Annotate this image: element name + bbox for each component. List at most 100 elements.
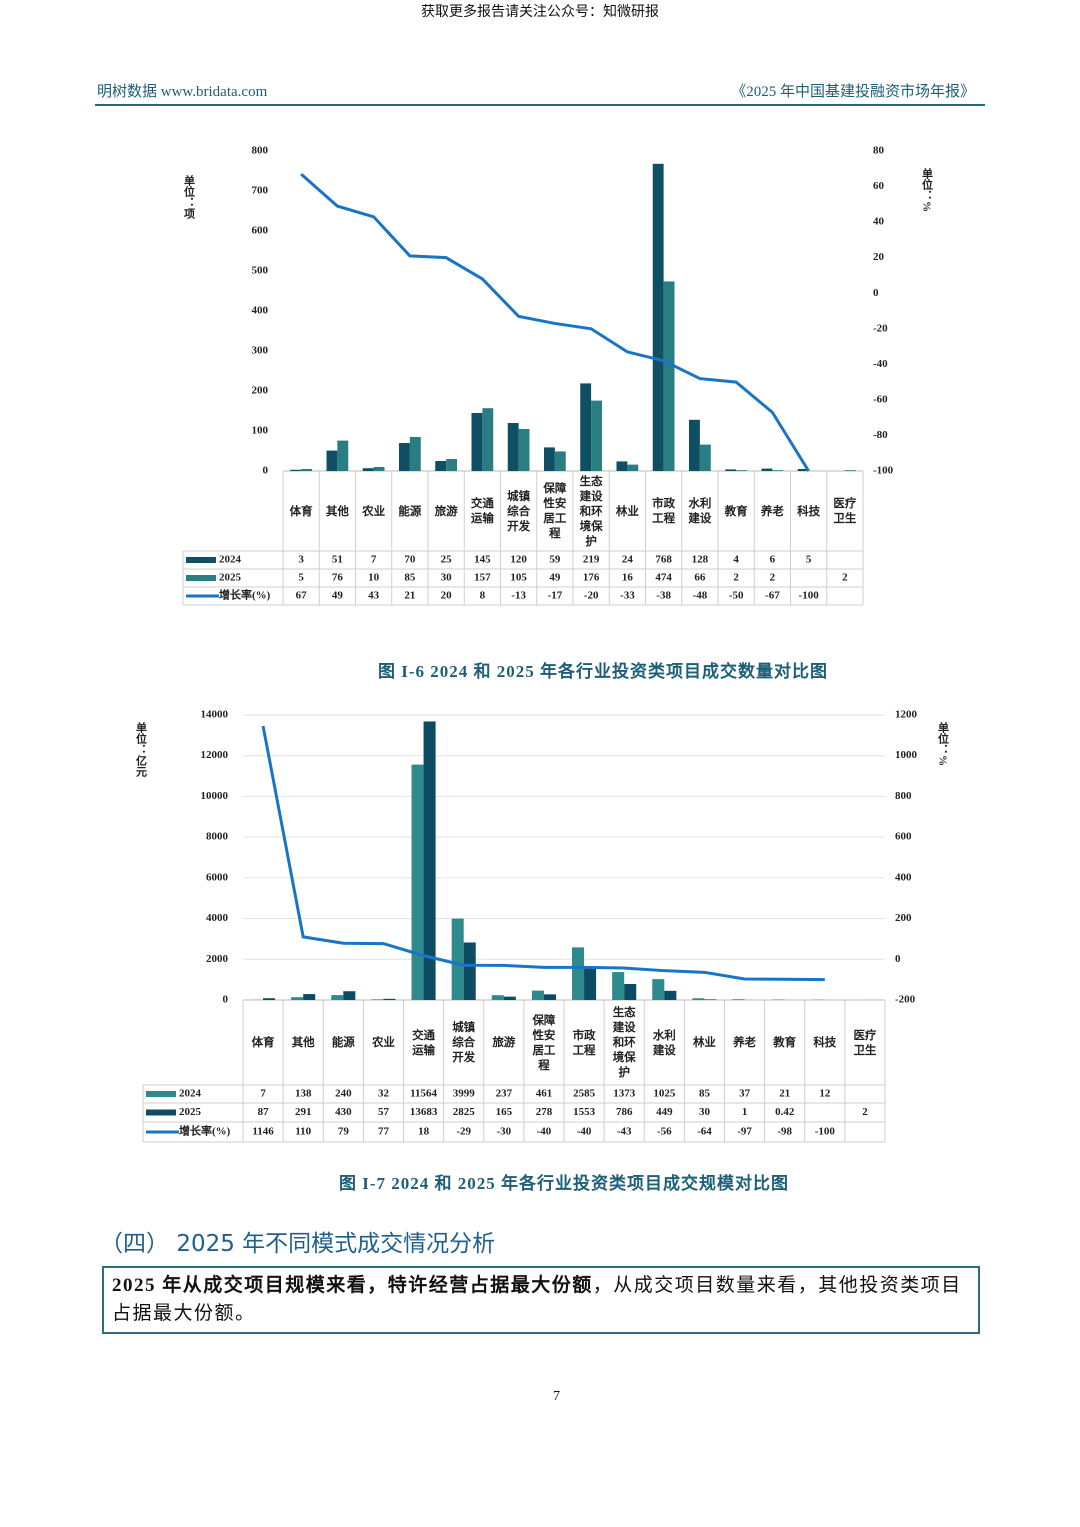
table-value: 21 (404, 590, 415, 602)
bar (331, 995, 344, 1000)
bar (343, 991, 356, 1000)
table-value: 237 (496, 1088, 513, 1100)
bar (664, 990, 677, 1000)
table-value: 1025 (653, 1088, 676, 1100)
table-value: 3999 (453, 1088, 476, 1100)
table-value: 18 (418, 1126, 430, 1138)
table-value: 25 (441, 554, 453, 566)
category-cell: 教育 (773, 1035, 796, 1049)
header-left: 明树数据 www.bridata.com (97, 84, 268, 100)
bar (491, 995, 504, 1000)
y2-tick-label: 40 (873, 216, 885, 228)
table-value: 6 (770, 554, 776, 566)
x-tick-label: 旅游 (492, 1035, 516, 1049)
bar (373, 467, 385, 471)
table-value: -20 (584, 590, 599, 602)
table-value: 67 (296, 590, 308, 602)
category-cell: 能源 (398, 504, 421, 518)
bar (290, 469, 302, 471)
bar (844, 470, 856, 471)
y2-axis-label: 单位：% (936, 721, 949, 766)
bar (435, 461, 447, 471)
bar (263, 998, 276, 1000)
bar (326, 450, 338, 471)
bar (544, 447, 555, 471)
category-cell: 交通运输 (412, 1027, 436, 1057)
section-number: （四） (100, 1231, 169, 1257)
y-tick-label: 10000 (201, 790, 229, 802)
y2-tick-label: 0 (895, 953, 901, 965)
table-value: 85 (699, 1088, 711, 1100)
y2-tick-label: 20 (873, 251, 885, 263)
table-value: 30 (441, 572, 453, 584)
x-tick-label: 生态建设和环境保护 (612, 1005, 636, 1079)
table-value: -100 (799, 590, 820, 602)
bar (507, 423, 519, 471)
table-value: -43 (617, 1126, 632, 1138)
bar (612, 972, 625, 1000)
y2-tick-label: 600 (895, 831, 912, 843)
category-cell: 交通运输 (471, 496, 494, 525)
table-value: 291 (295, 1106, 312, 1118)
table-value: 3 (298, 554, 304, 566)
y-tick-label: 100 (252, 425, 269, 437)
legend-label: 2024 (179, 1088, 202, 1100)
category-cell: 保障性安居工程 (543, 481, 566, 540)
table-value: -97 (737, 1126, 752, 1138)
table-value: 43 (368, 590, 380, 602)
table-value: 11564 (410, 1088, 437, 1100)
bar (362, 468, 374, 471)
table-value: 165 (496, 1106, 513, 1118)
bar (736, 470, 747, 471)
table-value: 1146 (252, 1126, 274, 1138)
watermark: 获取更多报告请关注公众号：知微研报 (421, 4, 659, 20)
y-tick-label: 2000 (206, 953, 229, 965)
legend-swatch (186, 557, 216, 563)
summary-text: ，从成交项目数量来看，其他投资类项目占据最大份额。 (112, 1275, 962, 1324)
bar (383, 998, 396, 1000)
table-value: 4 (733, 554, 739, 566)
legend-swatch (146, 1091, 176, 1097)
table-value: -48 (693, 590, 708, 602)
table-value: 16 (622, 572, 634, 584)
table-value: 157 (474, 572, 491, 584)
y-tick-label: 4000 (206, 912, 229, 924)
category-cell: 生态建设和环境保护 (612, 1005, 636, 1079)
bar (463, 942, 476, 1000)
table-value: -38 (656, 590, 671, 602)
table-value: 2825 (453, 1106, 476, 1118)
category-cell: 旅游 (435, 504, 458, 518)
bar (446, 459, 457, 471)
bar (627, 464, 639, 471)
table-value: 30 (699, 1106, 711, 1118)
bar (409, 437, 421, 471)
bar (652, 163, 664, 472)
category-cell: 其他 (326, 504, 349, 518)
y2-tick-label: 200 (895, 912, 912, 924)
y2-tick-label: 1000 (895, 749, 918, 761)
x-tick-label: 交通运输 (412, 1027, 436, 1057)
table-value: 2585 (573, 1088, 596, 1100)
table-value: 2 (733, 572, 739, 584)
table-value: -17 (548, 590, 563, 602)
bar (732, 999, 745, 1000)
legend-label: 2025 (219, 572, 242, 584)
y-tick-label: 400 (252, 305, 269, 317)
category-cell: 医疗卫生 (833, 496, 856, 525)
x-tick-label: 生态建设和环境保护 (579, 473, 603, 548)
table-value: 77 (378, 1126, 390, 1138)
table-value: -40 (577, 1126, 592, 1138)
bar (591, 400, 602, 471)
bar (503, 996, 516, 1000)
category-cell: 林业 (693, 1035, 716, 1049)
summary-bold: 2025 年从成交项目规模来看，特许经营占据最大份额 (112, 1275, 593, 1296)
table-value: 32 (378, 1088, 390, 1100)
bar (580, 383, 592, 471)
x-tick-label: 林业 (615, 503, 639, 518)
bar (584, 968, 597, 1000)
x-tick-label: 医疗卫生 (853, 1027, 877, 1057)
x-tick-label: 其他 (291, 1035, 315, 1049)
table-value: -29 (456, 1126, 471, 1138)
table-value: 51 (332, 554, 343, 566)
chart-title: 图 I-7 2024 和 2025 年各行业投资类项目成交规模对比图 (339, 1173, 789, 1193)
